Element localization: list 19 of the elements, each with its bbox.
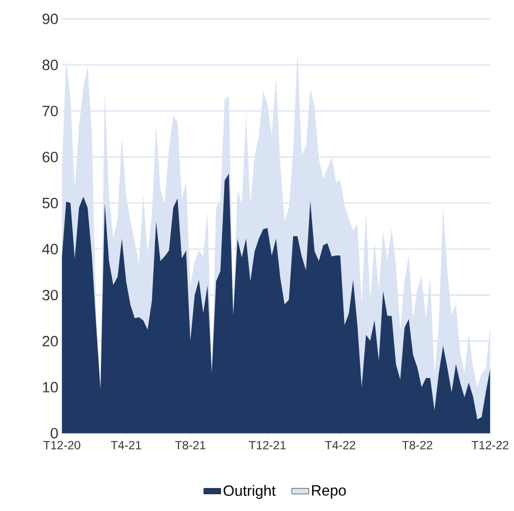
- x-tick-label: T12-21: [248, 441, 286, 450]
- x-tick-label: T4-21: [110, 441, 142, 450]
- y-tick-label: 20: [42, 336, 58, 347]
- y-tick-label: 60: [42, 152, 58, 162]
- y-tick-label: 80: [42, 60, 58, 70]
- y-tick-label: 50: [42, 198, 58, 208]
- y-tick-label: 70: [42, 106, 58, 116]
- y-tick-label: 10: [43, 382, 58, 393]
- legend-label: Outright: [224, 485, 276, 499]
- y-tick-label: 0: [50, 428, 58, 439]
- x-tick-label: T12-20: [43, 441, 80, 450]
- x-tick-label: T8-21: [175, 441, 206, 450]
- legend-label: Repo: [312, 485, 346, 499]
- y-tick-label: 30: [42, 290, 58, 300]
- y-tick-label: 40: [42, 244, 58, 254]
- x-tick-label: T8-22: [402, 441, 432, 450]
- y-tick-label: 90: [42, 14, 58, 24]
- x-tick-label: T4-22: [325, 441, 356, 450]
- x-tick-label: T12-22: [472, 441, 508, 450]
